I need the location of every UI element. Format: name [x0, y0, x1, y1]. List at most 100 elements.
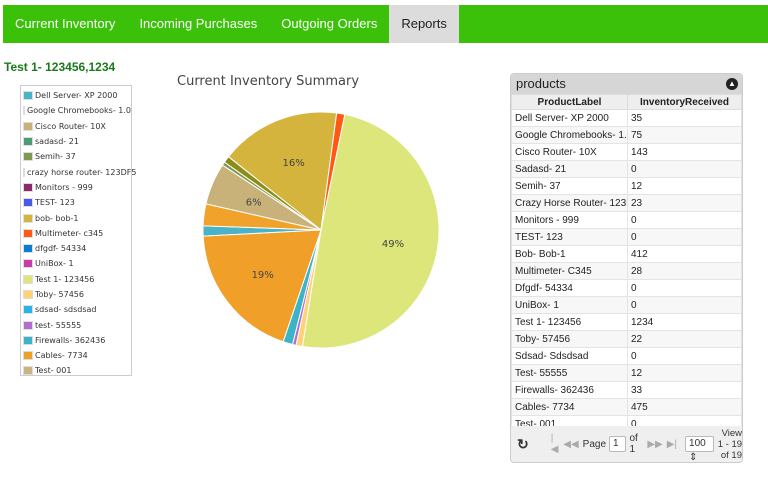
table-row[interactable]: Cisco Router- 10X 143 [511, 143, 742, 161]
column-header[interactable]: InventoryReceived [627, 94, 742, 110]
product-label-cell: Cables- 7734 [511, 398, 628, 416]
inventory-cell: 35 [627, 109, 742, 127]
last-page-icon[interactable]: ▶| [666, 438, 678, 450]
legend-item[interactable]: Semih- 37 [23, 149, 131, 164]
table-row[interactable]: Dell Server- XP 2000 35 [511, 109, 742, 127]
top-nav: Current Inventory Incoming Purchases Outgo… [3, 5, 768, 43]
product-label-cell: Semih- 37 [511, 177, 628, 195]
legend-label: sadasd- 21 [35, 137, 79, 147]
page-count: of 1 [629, 433, 638, 455]
legend-label: Firewalls- 362436 [35, 335, 106, 345]
refresh-icon[interactable]: ↻ [517, 435, 529, 452]
table-row[interactable]: Sadasd- 21 0 [511, 160, 742, 178]
legend-swatch [23, 137, 33, 147]
inventory-cell: 1234 [627, 313, 742, 331]
product-label-cell: Crazy Horse Router- 123DF5 [511, 194, 628, 212]
table-row[interactable]: Crazy Horse Router- 123DF523 [511, 194, 742, 212]
legend-item[interactable]: sadasd- 21 [23, 134, 131, 149]
legend-item[interactable]: crazy horse router- 123DF5 [23, 164, 136, 179]
tab-outgoing-orders[interactable]: Outgoing Orders [281, 16, 378, 31]
legend-item[interactable]: Test- 001 [23, 363, 131, 378]
legend-label: Monitors - 999 [35, 182, 93, 192]
inventory-cell: 412 [627, 245, 742, 263]
legend-item[interactable]: Monitors - 999 [23, 180, 131, 195]
table-row[interactable]: Semih- 37 12 [511, 177, 742, 195]
legend-item[interactable]: Firewalls- 362436 [23, 333, 131, 348]
legend-swatch [23, 106, 26, 116]
product-label-cell: Firewalls- 362436 [511, 381, 628, 399]
legend-item[interactable]: Dell Server- XP 2000 [23, 88, 131, 103]
product-label-cell: UniBox- 1 [511, 296, 628, 314]
slice-percent-label: 19% [252, 270, 274, 281]
legend-item[interactable]: Cables- 7734 [23, 348, 131, 363]
products-grid: products ▲ ProductLabel InventoryReceived D… [510, 73, 743, 463]
legend-label: Semih- 37 [35, 152, 76, 162]
table-row[interactable]: Sdsad- Sdsdsad 0 [511, 347, 742, 365]
legend-swatch [23, 91, 33, 101]
table-row[interactable]: Test 1- 123456 1234 [511, 313, 742, 331]
legend-item[interactable]: Cisco Router- 10X [23, 119, 131, 134]
legend-swatch [23, 228, 33, 238]
table-row[interactable]: Test- 55555 12 [511, 364, 742, 382]
tab-incoming-purchases[interactable]: Incoming Purchases [139, 16, 258, 31]
table-row[interactable]: Firewalls- 362436 33 [511, 381, 742, 399]
pie-slice[interactable] [202, 229, 322, 343]
chart-title: Current Inventory Summary [177, 74, 360, 89]
legend-swatch [23, 198, 33, 208]
inventory-cell: 23 [627, 194, 742, 212]
page-size-select[interactable]: 100 ⇕ [685, 436, 715, 462]
product-label-cell: Toby- 57456 [511, 330, 628, 348]
prev-page-icon[interactable]: ◀◀ [563, 438, 579, 450]
inventory-cell: 0 [627, 211, 742, 229]
tab-current-inventory[interactable]: Current Inventory [15, 16, 116, 31]
product-label-cell: Sadasd- 21 [511, 160, 628, 178]
slice-percent-label: 49% [382, 239, 404, 250]
table-row[interactable]: TEST- 123 0 [511, 228, 742, 246]
pie-slice[interactable] [227, 111, 338, 231]
page-input[interactable]: 1 [609, 436, 627, 452]
grid-title: products [516, 76, 566, 91]
legend-label: Multimeter- c345 [35, 228, 104, 238]
legend-label: test- 55555 [35, 320, 82, 330]
legend-label: sdsad- sdsdsad [35, 305, 97, 315]
legend-item[interactable]: Test 1- 123456 [23, 272, 131, 287]
legend-item[interactable]: bob- bob-1 [23, 210, 131, 225]
table-row[interactable]: Toby- 57456 22 [511, 330, 742, 348]
slice-percent-label: 6% [246, 197, 262, 208]
legend-swatch [23, 121, 33, 131]
product-label-cell: Google Chromebooks- 1.0 [511, 126, 628, 144]
table-row[interactable]: Bob- Bob-1 412 [511, 245, 742, 263]
legend-item[interactable]: dfgdf- 54334 [23, 241, 131, 256]
legend-item[interactable]: Toby- 57456 [23, 287, 131, 302]
legend-label: Toby- 57456 [35, 290, 84, 299]
grid-header: products ▲ [511, 74, 742, 94]
legend-item[interactable]: UniBox- 1 [23, 256, 131, 271]
tab-reports[interactable]: Reports [389, 5, 459, 43]
legend-item[interactable]: test- 55555 [23, 317, 131, 332]
table-row[interactable]: Monitors - 999 0 [511, 211, 742, 229]
table-row[interactable]: Multimeter- C345 28 [511, 262, 742, 280]
legend-label: Test 1- 123456 [35, 274, 95, 284]
inventory-cell: 22 [627, 330, 742, 348]
table-row[interactable]: Google Chromebooks- 1.0 75 [511, 126, 742, 144]
product-label-cell: Bob- Bob-1 [511, 245, 628, 263]
inventory-cell: 12 [627, 177, 742, 195]
collapse-icon[interactable]: ▲ [726, 78, 738, 90]
legend-label: dfgdf- 54334 [35, 244, 87, 254]
selected-item-label: Test 1- 123456,1234 [4, 60, 116, 74]
pie-slice[interactable] [301, 113, 440, 349]
legend-item[interactable]: Google Chromebooks- 1.0 [23, 103, 131, 118]
legend-label: crazy horse router- 123DF5 [27, 167, 137, 177]
next-page-icon[interactable]: ▶▶ [647, 438, 663, 450]
inventory-cell: 28 [627, 262, 742, 280]
legend-item[interactable]: Multimeter- c345 [23, 226, 131, 241]
first-page-icon[interactable]: |◀ [550, 433, 559, 455]
legend-item[interactable]: sdsad- sdsdsad [23, 302, 131, 317]
column-header[interactable]: ProductLabel [511, 94, 628, 110]
legend-item[interactable]: TEST- 123 [23, 195, 131, 210]
legend-swatch [23, 335, 33, 345]
table-row[interactable]: Dfgdf- 54334 0 [511, 279, 742, 297]
products-table: ProductLabel InventoryReceived Dell Server… [511, 94, 742, 433]
table-row[interactable]: Cables- 7734 475 [511, 398, 742, 416]
